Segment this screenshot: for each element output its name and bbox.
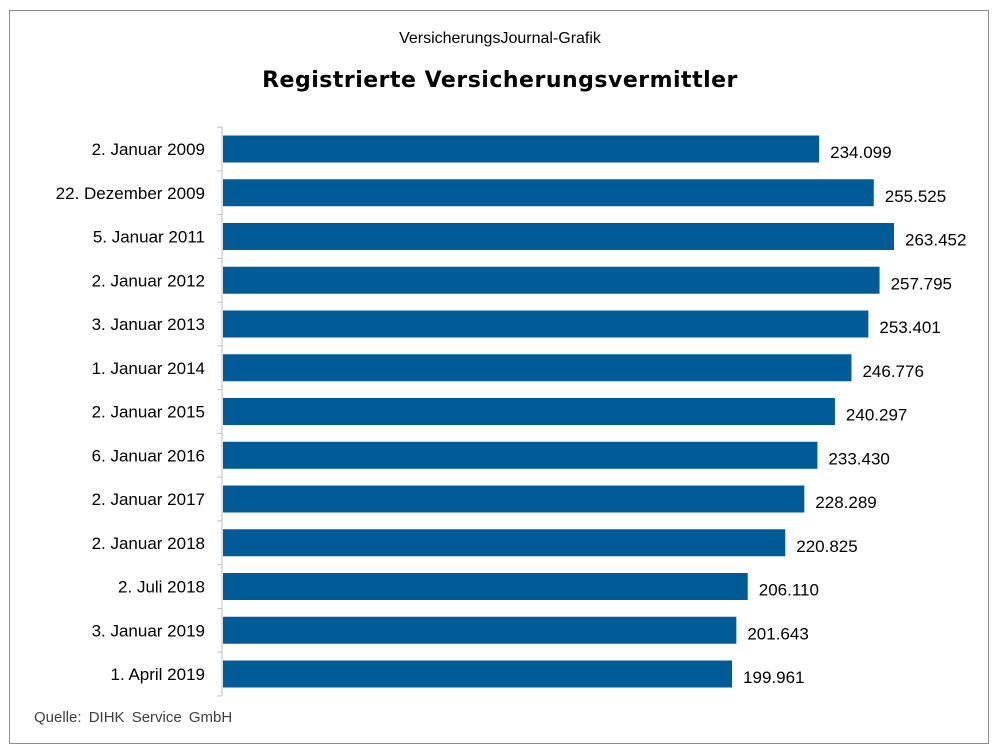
category-label: 6. Januar 2016: [92, 446, 205, 465]
bar: [223, 529, 786, 557]
category-label: 2. Juli 2018: [118, 578, 205, 597]
source-credit: Quelle: DIHK Service GmbH: [34, 709, 233, 726]
category-label: 2. Januar 2009: [92, 140, 205, 159]
bar: [223, 354, 852, 382]
value-label: 201.643: [747, 624, 808, 643]
bar: [223, 485, 805, 513]
value-label: 233.430: [828, 449, 889, 468]
value-label: 228.289: [815, 493, 876, 512]
category-label: 5. Januar 2011: [93, 228, 205, 247]
bar: [223, 441, 818, 469]
category-label: 3. Januar 2019: [92, 621, 205, 640]
bar: [223, 223, 894, 250]
value-label: 234.099: [830, 143, 891, 162]
category-label: 22. Dezember 2009: [56, 184, 205, 203]
value-label: 255.525: [885, 187, 946, 206]
category-label: 2. Januar 2012: [92, 271, 205, 290]
value-label: 263.452: [905, 231, 966, 250]
value-label: 257.795: [891, 274, 952, 293]
category-labels: 2. Januar 2009 22. Dezember 2009 5. Januar…: [56, 140, 205, 684]
value-label: 253.401: [879, 318, 940, 337]
value-label: 246.776: [862, 362, 923, 381]
category-label: 1. Januar 2014: [92, 359, 205, 378]
chart-title: Registrierte Versicherungsvermittler: [262, 68, 738, 93]
source-line: VersicherungsJournal-Grafik: [399, 30, 601, 47]
category-label: 2. Januar 2018: [92, 534, 205, 553]
category-label: 3. Januar 2013: [92, 315, 205, 334]
value-label: 240.297: [846, 406, 907, 425]
bar: [223, 135, 820, 163]
bar: [223, 398, 835, 425]
bar: [223, 573, 748, 600]
category-label: 1. April 2019: [110, 665, 205, 684]
bar: [223, 660, 733, 688]
axis-layer: [217, 126, 223, 697]
bar: [223, 310, 869, 338]
value-label: 220.825: [796, 537, 857, 556]
category-label: 2. Januar 2015: [92, 403, 205, 422]
bar: [223, 266, 880, 294]
value-label: 206.110: [759, 581, 819, 600]
bar: [223, 616, 737, 644]
value-labels: 234.099 255.525 263.452 257.795 253.401 246.7…: [743, 143, 966, 687]
bars-layer: [223, 135, 894, 688]
bar: [223, 179, 874, 207]
value-label: 199.961: [743, 668, 804, 687]
category-label: 2. Januar 2017: [92, 490, 205, 509]
